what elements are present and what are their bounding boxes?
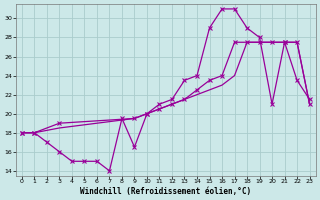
X-axis label: Windchill (Refroidissement éolien,°C): Windchill (Refroidissement éolien,°C) [80, 187, 251, 196]
